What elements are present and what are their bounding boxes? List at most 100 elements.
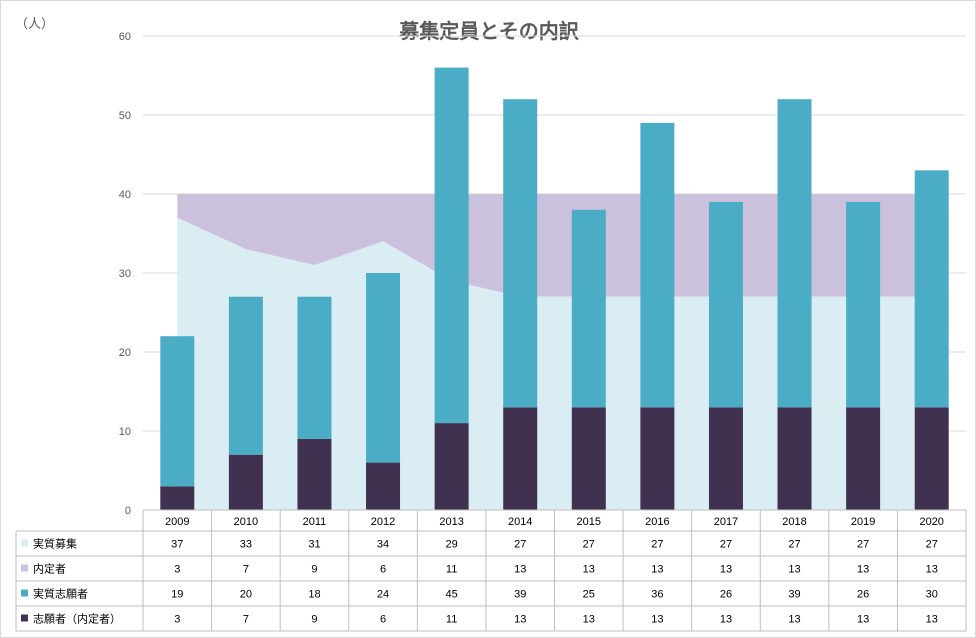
legend-key [21, 589, 28, 597]
data-label: 25 [583, 589, 595, 601]
data-label: 13 [583, 564, 595, 576]
bar-実質志願者 [503, 99, 538, 408]
data-label: 3 [174, 564, 180, 576]
bar-実質志願者 [228, 296, 263, 455]
bar-志願者（内定者） [228, 454, 263, 510]
data-label: 18 [308, 589, 320, 601]
bar-志願者（内定者） [846, 407, 881, 510]
data-label: 27 [514, 539, 526, 551]
bar-実質志願者 [434, 67, 469, 424]
x-tick-label: 2019 [851, 516, 875, 528]
data-label: 20 [240, 589, 252, 601]
data-label: 27 [788, 539, 800, 551]
bar-実質志願者 [708, 201, 743, 408]
bar-志願者（内定者） [434, 423, 469, 510]
data-label: 27 [926, 539, 938, 551]
x-tick-label: 2011 [303, 516, 327, 528]
bar-志願者（内定者） [297, 438, 332, 510]
data-label: 13 [651, 614, 663, 626]
bar-実質志願者 [160, 336, 195, 487]
y-axis: 0 10 20 30 40 50 60 [119, 31, 131, 517]
data-label: 26 [857, 589, 869, 601]
data-label: 13 [514, 614, 526, 626]
bar-志願者（内定者） [777, 407, 812, 510]
bar-志願者（内定者） [503, 407, 538, 510]
data-label: 45 [446, 589, 458, 601]
y-tick-label: 20 [119, 347, 131, 359]
bar-志願者（内定者） [640, 407, 675, 510]
x-tick-label: 2014 [508, 516, 532, 528]
x-tick-label: 2010 [234, 516, 258, 528]
bar-志願者（内定者） [914, 407, 949, 510]
data-label: 26 [720, 589, 732, 601]
data-label: 13 [651, 564, 663, 576]
data-label: 30 [926, 589, 938, 601]
data-label: 6 [380, 614, 386, 626]
legend-label: 実質志願者 [33, 587, 88, 601]
data-label: 3 [174, 614, 180, 626]
area-実質募集 [177, 217, 932, 510]
legend-key [21, 564, 28, 572]
legend-label: 志願者（内定者） [33, 612, 121, 626]
data-label: 24 [377, 589, 389, 601]
data-label: 36 [651, 589, 663, 601]
x-tick-label: 2020 [919, 516, 943, 528]
data-label: 39 [514, 589, 526, 601]
data-label: 13 [788, 564, 800, 576]
data-label: 13 [926, 564, 938, 576]
bar-志願者（内定者） [160, 486, 195, 510]
data-label: 34 [377, 539, 389, 551]
data-label: 13 [788, 614, 800, 626]
data-label: 7 [243, 614, 249, 626]
legend-label: 内定者 [33, 562, 66, 576]
data-label: 39 [788, 589, 800, 601]
data-label: 13 [857, 564, 869, 576]
bar-series [160, 67, 949, 510]
data-label: 11 [446, 564, 457, 576]
bar-志願者（内定者） [571, 407, 606, 510]
legend-key [21, 539, 28, 547]
area-series [177, 194, 932, 510]
chart-title: 募集定員とその内訳 [398, 19, 579, 43]
x-tick-label: 2009 [165, 516, 189, 528]
y-tick-label: 60 [119, 31, 131, 43]
bar-実質志願者 [571, 209, 606, 408]
x-tick-label: 2015 [577, 516, 601, 528]
data-label: 27 [583, 539, 595, 551]
y-tick-label: 0 [125, 505, 131, 517]
data-label: 27 [651, 539, 663, 551]
data-label: 29 [446, 539, 458, 551]
x-tick-label: 2013 [439, 516, 463, 528]
data-label: 13 [926, 614, 938, 626]
x-tick-label: 2017 [714, 516, 738, 528]
area-内定者 [177, 194, 932, 297]
x-tick-label: 2018 [782, 516, 806, 528]
data-label: 13 [720, 564, 732, 576]
bar-実質志願者 [777, 99, 812, 408]
data-label: 27 [720, 539, 732, 551]
x-tick-label: 2016 [645, 516, 669, 528]
bar-実質志願者 [846, 201, 881, 408]
legend-key [21, 614, 28, 622]
x-tick-label: 2012 [371, 516, 395, 528]
bar-実質志願者 [297, 296, 332, 439]
data-label: 9 [311, 564, 317, 576]
bar-志願者（内定者） [366, 462, 401, 510]
bar-実質志願者 [914, 170, 949, 408]
data-label: 13 [514, 564, 526, 576]
data-label: 27 [857, 539, 869, 551]
y-tick-label: 30 [119, 268, 131, 280]
y-tick-label: 40 [119, 189, 131, 201]
legend-label: 実質募集 [33, 537, 77, 551]
y-unit-label: （人） [15, 17, 54, 32]
y-tick-label: 10 [119, 426, 131, 438]
data-label: 7 [243, 564, 249, 576]
data-label: 13 [583, 614, 595, 626]
data-label: 6 [380, 564, 386, 576]
bar-志願者（内定者） [708, 407, 743, 510]
y-tick-label: 50 [119, 110, 131, 122]
data-label: 13 [720, 614, 732, 626]
bar-実質志願者 [640, 122, 675, 408]
